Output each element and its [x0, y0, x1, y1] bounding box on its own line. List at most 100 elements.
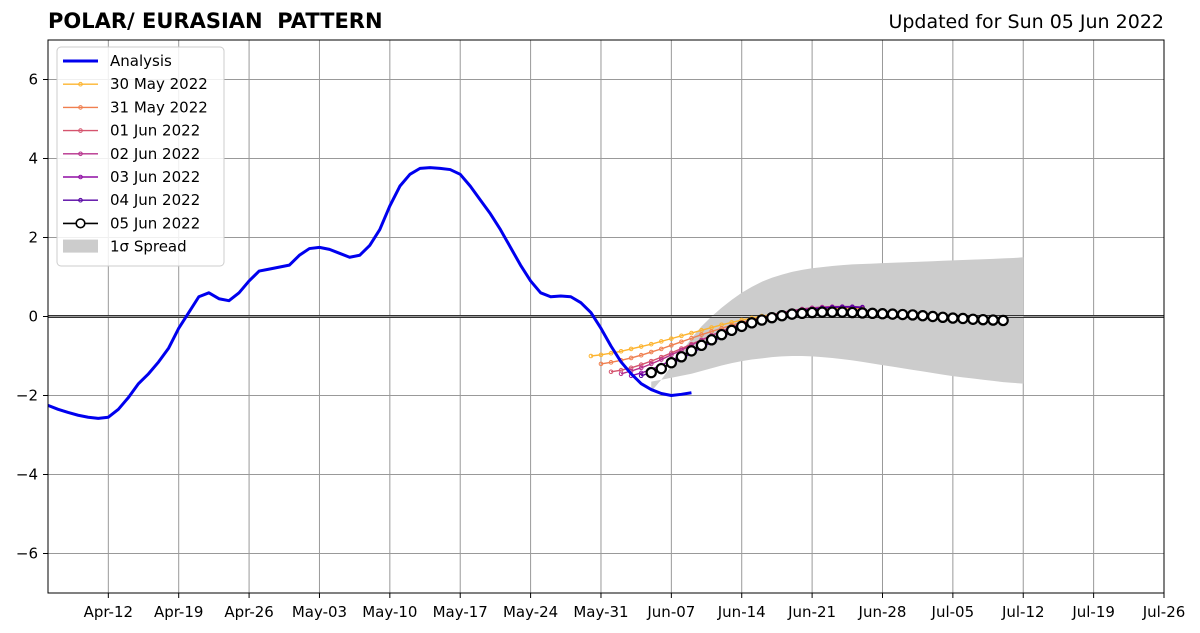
- latest-forecast-point: [655, 362, 667, 375]
- x-tick-label: May-10: [362, 603, 417, 621]
- x-tick-label: Jul-19: [1071, 603, 1115, 621]
- x-tick-label: Jun-21: [787, 603, 836, 621]
- forecast-point: [658, 357, 664, 362]
- x-tick-label: May-03: [292, 603, 347, 621]
- latest-forecast-point: [826, 306, 838, 318]
- latest-forecast-point: [906, 309, 919, 321]
- latest-forecast-point: [766, 311, 778, 324]
- x-tick-label: Jul-26: [1142, 603, 1186, 621]
- latest-forecast-point: [947, 312, 959, 324]
- legend-spread-swatch: [63, 239, 98, 253]
- y-tick-label: 6: [28, 71, 38, 89]
- y-tick-label: 4: [28, 150, 38, 168]
- x-tick-label: Jun-28: [858, 603, 907, 621]
- latest-forecast-point: [725, 324, 738, 337]
- forecast-point: [628, 346, 634, 352]
- forecast-point: [598, 352, 604, 358]
- forecast-point: [689, 335, 694, 341]
- legend-forecast-marker: [78, 197, 83, 203]
- forecast-point: [588, 353, 594, 359]
- legend-box: [56, 46, 225, 267]
- spread-area: [651, 257, 1024, 392]
- latest-forecast-point: [746, 317, 758, 329]
- latest-forecast-point: [796, 307, 808, 320]
- latest-forecast-point: [917, 310, 929, 322]
- latest-forecast-point: [705, 334, 718, 346]
- x-tick-label: Jun-07: [646, 603, 695, 621]
- legend-label: 04 Jun 2022: [110, 191, 200, 209]
- latest-forecast-point: [856, 307, 869, 319]
- latest-forecast-point: [675, 351, 688, 363]
- latest-forecast-point: [665, 357, 678, 369]
- latest-forecast-point: [967, 313, 979, 325]
- latest-forecast-point: [715, 328, 728, 341]
- forecast-point: [638, 344, 644, 349]
- latest-forecast-point: [695, 339, 708, 352]
- legend-label: 03 Jun 2022: [110, 168, 200, 186]
- analysis-series: [47, 166, 1009, 420]
- latest-forecast-point: [927, 310, 939, 323]
- legend-label: 31 May 2022: [110, 98, 208, 116]
- latest-forecast-point: [957, 312, 969, 325]
- tick-labels: Apr-12 Apr-19 Apr-26 May-03 May-10 May-17 May-…: [16, 71, 1185, 622]
- forecast-point: [608, 369, 614, 375]
- latest-forecast-point: [786, 308, 798, 320]
- latest-forecast-point: [886, 308, 899, 320]
- legend-label: Analysis: [110, 52, 172, 70]
- legend: Analysis 30 May 2022 31 May 2022 01 Jun 202…: [56, 46, 225, 267]
- chart-title: POLAR/ EURASIAN PATTERN: [48, 9, 383, 33]
- latest-forecast-point: [645, 366, 657, 379]
- analysis-line: [47, 166, 692, 420]
- forecast-point: [658, 346, 664, 352]
- forecast-point: [699, 328, 704, 333]
- x-tick-label: May-31: [573, 603, 628, 621]
- x-tick-label: Jun-14: [717, 603, 766, 621]
- spread-band: [651, 257, 1024, 392]
- latest-forecast-point: [876, 308, 889, 320]
- forecast-point: [679, 333, 684, 339]
- legend-forecast-marker: [78, 174, 83, 180]
- y-tick-label: −6: [16, 545, 38, 563]
- x-tick-label: May-24: [503, 603, 558, 621]
- legend-label: 02 Jun 2022: [110, 145, 200, 163]
- x-tick-label: Apr-19: [154, 603, 204, 621]
- legend-forecast-marker: [78, 151, 83, 157]
- legend-forecast-marker: [78, 128, 83, 133]
- y-tick-label: 0: [28, 308, 38, 326]
- forecast-point: [669, 352, 674, 358]
- forecast-point: [598, 361, 604, 367]
- y-tick-label: −4: [16, 466, 38, 484]
- forecast-point: [618, 371, 624, 377]
- latest-forecast-point: [806, 306, 818, 319]
- forecast-point: [669, 343, 674, 348]
- y-tick-label: −2: [16, 387, 38, 405]
- forecast-point: [729, 320, 734, 325]
- x-tick-label: Apr-12: [84, 603, 134, 621]
- forecast-point: [638, 352, 644, 358]
- forecast-point: [608, 360, 614, 365]
- forecast-point: [648, 358, 654, 364]
- legend-label: 05 Jun 2022: [110, 214, 200, 232]
- legend-forecast-marker: [78, 81, 83, 87]
- x-tick-label: Jul-12: [1001, 603, 1045, 621]
- latest-forecast-point: [736, 320, 748, 333]
- latest-forecast-point: [756, 314, 768, 326]
- latest-forecast-point: [776, 310, 788, 322]
- forecast-point: [679, 339, 684, 345]
- x-tick-label: Apr-26: [224, 603, 274, 621]
- forecast-point: [628, 355, 634, 361]
- latest-forecast-point: [866, 307, 879, 320]
- legend-latest-marker: [75, 218, 86, 229]
- latest-forecast-point: [896, 308, 909, 321]
- legend-forecast-marker: [78, 105, 83, 110]
- forecast-point: [648, 341, 654, 347]
- forecast-point: [648, 361, 654, 367]
- forecast-point: [699, 332, 704, 337]
- forecast-point: [658, 339, 664, 344]
- latest-forecast-point: [987, 314, 999, 326]
- forecast-point: [638, 365, 644, 371]
- y-tick-label: 2: [28, 229, 38, 247]
- latest-forecast-point: [937, 311, 949, 323]
- forecast-point: [608, 350, 614, 356]
